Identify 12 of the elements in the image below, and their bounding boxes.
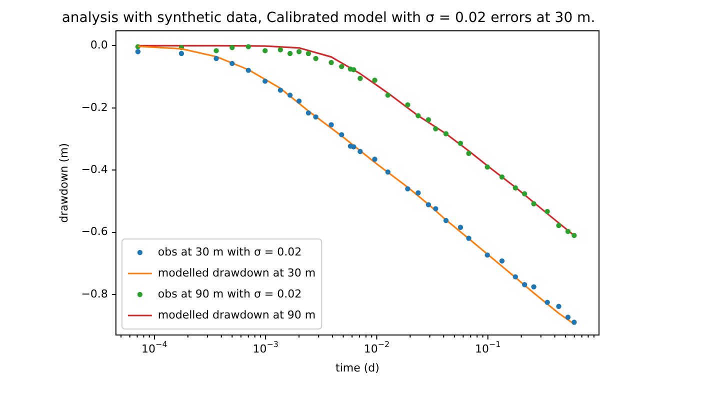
- legend-label: obs at 30 m with σ = 0.02: [158, 245, 302, 258]
- y-tick-label: −0.8: [81, 287, 108, 300]
- y-tick-label: −0.4: [81, 163, 108, 176]
- legend-label: modelled drawdown at 30 m: [158, 266, 316, 280]
- y-tick-label: 0.0: [90, 38, 108, 52]
- y-axis-title: drawdown (m): [57, 143, 70, 223]
- legend-label: obs at 90 m with σ = 0.02: [158, 287, 302, 300]
- chart-title: analysis with synthetic data, Calibrated model with σ = 0.02 errors at 30 m.: [62, 10, 596, 26]
- y-tick-label: −0.6: [81, 225, 108, 238]
- legend-label: modelled drawdown at 90 m: [158, 308, 316, 322]
- y-tick-label: −0.2: [81, 100, 108, 114]
- x-axis-title: time (d): [335, 361, 380, 374]
